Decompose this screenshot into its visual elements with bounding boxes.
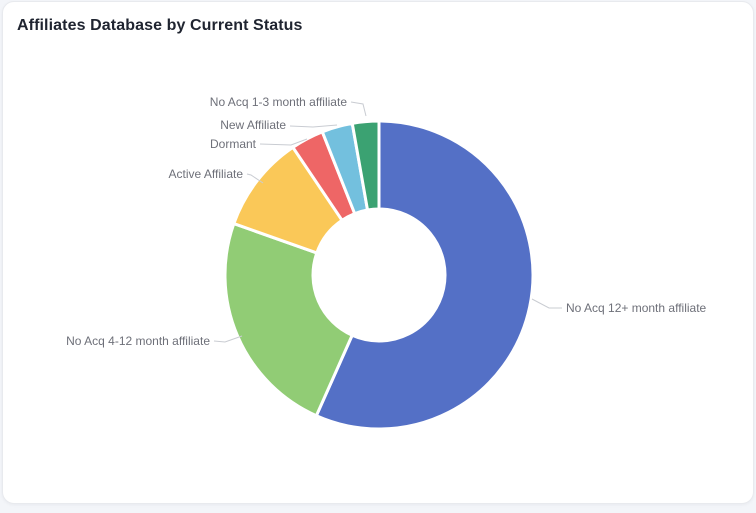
chart-title: Affiliates Database by Current Status: [17, 17, 303, 34]
slice-label-5: No Acq 1-3 month affiliate: [210, 95, 348, 109]
label-leader-line-2: [246, 173, 264, 184]
slice-label-0: No Acq 12+ month affiliate: [566, 301, 707, 315]
slice-label-1: No Acq 4-12 month affiliate: [66, 334, 210, 348]
slice-label-3: Dormant: [210, 137, 257, 151]
pie-slice-5[interactable]: [350, 119, 381, 212]
chart-card: Affiliates Database by Current Status No…: [2, 1, 754, 504]
slice-label-2: Active Affiliate: [169, 167, 244, 181]
label-leader-line-1: [213, 335, 243, 343]
slice-label-4: New Affiliate: [220, 118, 286, 132]
pie-slice-1[interactable]: [223, 222, 354, 418]
label-leader-line-4: [289, 124, 338, 128]
label-leader-line-0: [531, 298, 562, 309]
label-leader-line-5: [350, 101, 367, 117]
pie-slice-0[interactable]: [314, 119, 535, 431]
donut-chart: No Acq 12+ month affiliate No Acq 4-12 mo…: [66, 95, 707, 431]
label-leader-line-3: [259, 138, 308, 146]
